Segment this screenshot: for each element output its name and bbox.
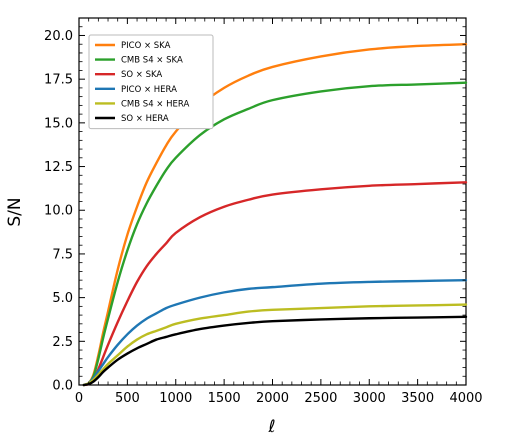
legend-box: [88, 34, 214, 130]
series-line-4: [82, 303, 468, 387]
series-line-3: [82, 278, 468, 387]
y-axis-label: S/N: [5, 197, 25, 226]
x-tick-label: 0: [75, 391, 83, 406]
legend-label-1: CMB S4 × SKA: [121, 56, 183, 66]
y-tick-label: 15.0: [44, 116, 73, 131]
series-line-5: [82, 315, 468, 387]
x-tick-label: 2500: [304, 391, 337, 406]
legend-label-3: PICO × HERA: [121, 85, 177, 95]
ticks-layer: 0 500 1000 1500 2000 2500 3000 3500 4000 0.0 2.5 5.…: [44, 18, 483, 406]
y-tick-label: 0.0: [52, 379, 73, 394]
legend-label-5: SO × HERA: [121, 114, 169, 124]
x-tick-label: 3500: [401, 391, 434, 406]
x-tick-label: 500: [115, 391, 140, 406]
x-axis-label: ℓ: [267, 417, 275, 437]
y-tick-label: 17.5: [44, 73, 73, 88]
x-tick-label: 1000: [159, 391, 192, 406]
legend-label-2: SO × SKA: [121, 70, 162, 80]
series-line-2: [82, 181, 468, 387]
x-tick-label: 3000: [353, 391, 386, 406]
x-tick-label: 4000: [449, 391, 482, 406]
legend: PICO × SKA CMB S4 × SKA SO × SKA PICO × HER…: [88, 34, 214, 130]
x-tick-label: 2000: [256, 391, 289, 406]
y-tick-label: 7.5: [52, 247, 73, 262]
y-tick-label: 10.0: [44, 204, 73, 219]
x-tick-label: 1500: [208, 391, 241, 406]
y-tick-label: 2.5: [52, 335, 73, 350]
series-line-1: [82, 81, 468, 387]
legend-label-0: PICO × SKA: [121, 41, 171, 51]
y-tick-label: 5.0: [52, 291, 73, 306]
series-layer: [82, 43, 468, 387]
legend-label-4: CMB S4 × HERA: [121, 99, 189, 109]
y-tick-label: 12.5: [44, 160, 73, 175]
y-tick-label: 20.0: [44, 29, 73, 44]
